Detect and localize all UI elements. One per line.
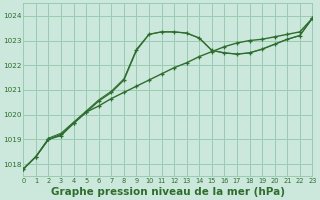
X-axis label: Graphe pression niveau de la mer (hPa): Graphe pression niveau de la mer (hPa) (51, 187, 285, 197)
